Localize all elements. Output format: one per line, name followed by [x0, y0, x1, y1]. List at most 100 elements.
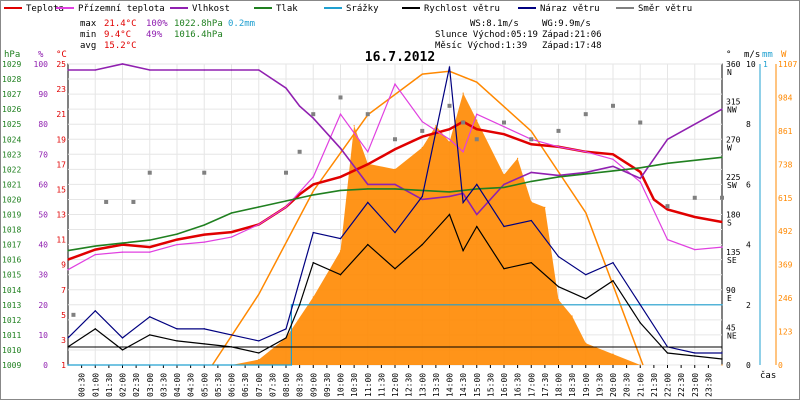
point-teplota	[721, 221, 723, 223]
point-tlak	[285, 200, 287, 202]
tick-label-time: 11:00	[364, 373, 373, 397]
tick-label-c: 25	[56, 60, 66, 69]
point-teplota	[639, 171, 641, 173]
stats-max-hum: 100%	[146, 19, 168, 29]
point-n-raz-v-tru	[298, 280, 301, 282]
tick-label-w: 0	[778, 361, 783, 370]
tick-label-dir: NE	[727, 331, 737, 340]
point-tlak	[258, 206, 260, 208]
tick-label-time: 03:30	[159, 373, 168, 397]
tick-label-ms: 8	[746, 120, 751, 129]
point-n-raz-v-tru	[176, 328, 178, 330]
point-vlhkost	[312, 117, 314, 119]
tick-label-time: 15:30	[486, 373, 495, 397]
point-teplota	[530, 143, 532, 145]
tick-label-c: 9	[61, 261, 66, 270]
point-vlhkost	[530, 171, 532, 174]
point-tlak	[121, 242, 124, 244]
point-wind-direction	[284, 170, 288, 175]
legend-label: Rychlost větru	[424, 4, 500, 14]
point-rychlost-v-tru	[694, 355, 696, 357]
tick-label-time: 02:00	[119, 373, 128, 397]
tick-label-time: 13:30	[432, 373, 441, 397]
point-wind-direction	[638, 120, 643, 125]
point-sr-ky	[290, 304, 293, 306]
tick-label-time: 00:30	[78, 373, 87, 397]
point-teplota	[230, 231, 233, 233]
series-clear-sky	[211, 70, 644, 366]
point-rychlost-v-tru	[666, 352, 669, 354]
tick-label-deg: 0	[726, 361, 731, 370]
tick-label-time: 18:30	[568, 373, 577, 397]
tick-label-pct: 100	[34, 60, 49, 69]
point-rychlost-v-tru	[721, 358, 723, 360]
tick-label-time: 08:30	[296, 373, 305, 397]
point-vlhkost	[367, 183, 369, 186]
point-tlak	[639, 167, 641, 169]
tick-label-c: 17	[56, 160, 66, 169]
stats-min-label: min	[80, 30, 96, 40]
point-rychlost-v-tru	[557, 286, 560, 288]
point-p-zemn-teplota	[367, 151, 369, 153]
stats-wg: WG:9.9m/s	[542, 19, 591, 29]
point-wind-direction	[474, 137, 479, 142]
tick-label-time: 22:30	[677, 373, 686, 397]
point-wind-direction	[556, 128, 561, 133]
tick-label-time: 18:00	[555, 373, 564, 397]
tick-label-time: 04:00	[173, 373, 182, 397]
tick-label-time: 07:00	[255, 373, 264, 397]
tick-label-dir: S	[727, 219, 732, 228]
point-n-raz-v-tru	[462, 201, 464, 204]
point-wind-direction	[611, 103, 615, 108]
tick-label-pct: 20	[38, 301, 48, 310]
point-rychlost-v-tru	[503, 267, 505, 270]
point-teplota	[339, 176, 342, 178]
tick-label-pct: 40	[38, 241, 48, 250]
point-n-raz-v-tru	[694, 352, 696, 354]
point-vlhkost	[339, 147, 342, 149]
tick-label-deg: 45	[726, 323, 736, 332]
legend-label: Tlak	[276, 4, 298, 14]
stats-avg-temp: 15.2°C	[104, 41, 137, 51]
point-wind-direction	[131, 199, 136, 204]
point-p-zemn-teplota	[176, 243, 178, 246]
tick-label-hpa: 1018	[2, 226, 21, 235]
point-rychlost-v-tru	[285, 337, 287, 339]
point-sr-ky	[67, 364, 69, 366]
tick-label-time: 05:00	[200, 373, 209, 397]
tick-label-w: 738	[778, 160, 793, 169]
point-solar-radiation	[544, 206, 546, 208]
tick-label-time: 09:30	[323, 373, 332, 397]
tick-label-w: 123	[778, 328, 793, 337]
stats-moon-set: Západ:17:48	[542, 41, 602, 51]
tick-label-pct: 70	[38, 150, 48, 159]
point-tlak	[666, 162, 669, 165]
point-rychlost-v-tru	[367, 243, 369, 246]
tick-label-time: 17:30	[541, 373, 550, 397]
point-p-zemn-teplota	[503, 126, 505, 128]
point-solar-radiation	[612, 353, 614, 355]
axis-title-ms: m/s	[744, 50, 760, 60]
point-solar-radiation	[421, 146, 423, 149]
series-solar-radiation	[68, 93, 722, 365]
point-wind-direction	[338, 95, 343, 100]
stats-ws: WS:8.1m/s	[470, 19, 519, 29]
point-solar-radiation	[639, 364, 641, 366]
point-n-raz-v-tru	[121, 337, 124, 339]
point-n-raz-v-tru	[421, 195, 423, 198]
point-n-raz-v-tru	[339, 237, 342, 240]
point-solar-radiation	[530, 201, 532, 203]
tick-label-time: 20:00	[609, 373, 618, 397]
tick-label-time: 17:00	[527, 373, 536, 397]
point-wind-direction	[529, 137, 534, 142]
point-p-zemn-teplota	[557, 146, 560, 148]
point-n-raz-v-tru	[285, 328, 287, 330]
point-solar-radiation	[517, 157, 519, 159]
tick-label-hpa: 1024	[2, 135, 21, 144]
stats-max-temp: 21.4°C	[104, 19, 137, 29]
tick-label-dir: NW	[727, 106, 737, 115]
tick-label-w: 984	[778, 93, 793, 102]
point-p-zemn-teplota	[462, 151, 464, 153]
point-tlak	[149, 239, 151, 241]
point-p-zemn-teplota	[121, 251, 124, 253]
